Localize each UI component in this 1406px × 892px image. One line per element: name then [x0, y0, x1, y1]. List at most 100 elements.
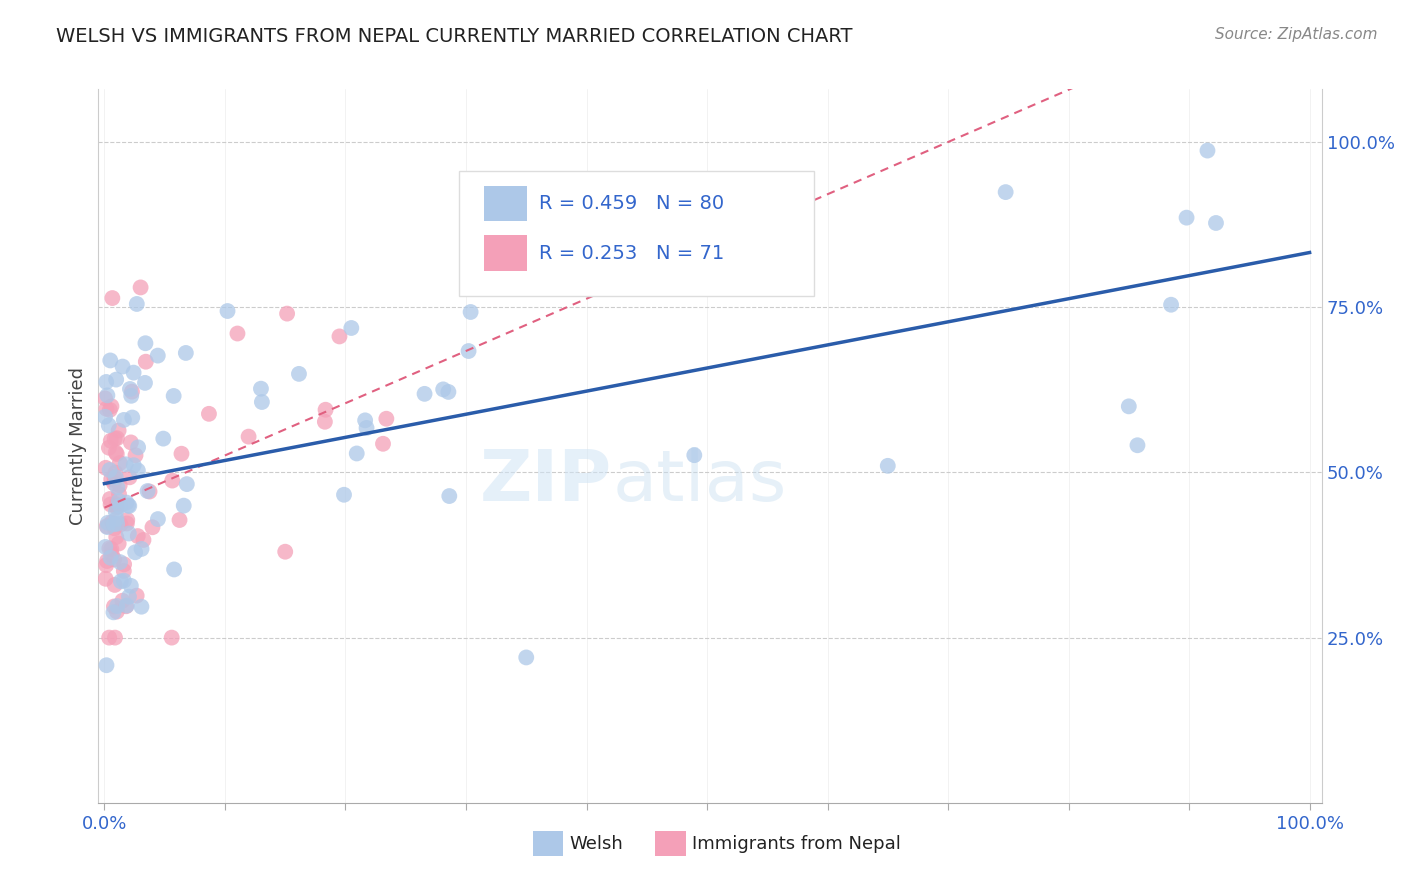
Point: [131, 541, 153, 556]
Point: [98, 541, 121, 556]
Point: [121, 410, 143, 425]
Point: [104, 466, 127, 480]
Point: [163, 562, 186, 576]
Point: [105, 500, 128, 515]
Point: [104, 470, 127, 484]
FancyBboxPatch shape: [533, 831, 564, 856]
Point: [96, 658, 118, 673]
Point: [146, 349, 169, 363]
Point: [146, 512, 169, 526]
Point: [176, 477, 198, 491]
Point: [152, 432, 174, 446]
Point: [96, 388, 118, 402]
Point: [104, 631, 127, 645]
Y-axis label: Currently Married: Currently Married: [69, 367, 87, 525]
Text: ZIP: ZIP: [479, 447, 612, 516]
Point: [250, 395, 273, 409]
Point: [135, 354, 157, 368]
Point: [217, 304, 239, 318]
Point: [773, 219, 796, 234]
Point: [170, 447, 193, 461]
Point: [104, 505, 127, 519]
Point: [315, 402, 337, 417]
Point: [98, 402, 121, 417]
Text: Immigrants from Nepal: Immigrants from Nepal: [692, 835, 901, 853]
Point: [127, 441, 149, 455]
FancyBboxPatch shape: [484, 235, 526, 271]
Point: [105, 431, 128, 445]
Point: [1205, 216, 1227, 230]
Point: [129, 280, 152, 294]
Point: [98, 463, 121, 477]
Point: [105, 512, 128, 526]
Point: [1126, 438, 1149, 452]
Point: [138, 484, 160, 499]
Point: [276, 307, 298, 321]
Point: [103, 605, 125, 619]
Point: [122, 366, 145, 380]
Point: [121, 384, 143, 399]
Point: [132, 533, 155, 547]
Point: [122, 458, 145, 473]
Point: [131, 599, 153, 614]
Point: [97, 418, 120, 433]
Point: [108, 487, 131, 501]
Point: [115, 599, 138, 613]
Point: [104, 578, 127, 592]
Text: Source: ZipAtlas.com: Source: ZipAtlas.com: [1215, 27, 1378, 42]
Point: [994, 185, 1017, 199]
Point: [96, 520, 118, 534]
Point: [108, 494, 131, 508]
Point: [110, 574, 132, 589]
Point: [460, 305, 482, 319]
Point: [250, 382, 273, 396]
Text: R = 0.459   N = 80: R = 0.459 N = 80: [538, 194, 724, 213]
Point: [94, 540, 117, 554]
FancyBboxPatch shape: [460, 171, 814, 296]
Point: [100, 434, 122, 448]
Point: [114, 458, 136, 472]
Point: [413, 387, 436, 401]
Point: [103, 517, 125, 532]
Point: [124, 545, 146, 559]
Point: [136, 483, 159, 498]
Point: [371, 437, 394, 451]
Point: [162, 474, 184, 488]
Point: [118, 526, 141, 541]
Point: [274, 545, 297, 559]
Point: [288, 367, 311, 381]
Point: [120, 579, 142, 593]
FancyBboxPatch shape: [655, 831, 686, 856]
Point: [96, 554, 118, 568]
Point: [108, 555, 131, 569]
Point: [101, 516, 124, 530]
Point: [115, 516, 138, 531]
Point: [98, 491, 121, 506]
Point: [169, 513, 191, 527]
Point: [108, 499, 131, 513]
Point: [105, 373, 128, 387]
Point: [120, 435, 142, 450]
Point: [125, 589, 148, 603]
Text: R = 0.253   N = 71: R = 0.253 N = 71: [538, 244, 724, 263]
Point: [439, 489, 461, 503]
Point: [226, 326, 249, 341]
Point: [125, 297, 148, 311]
Point: [100, 399, 122, 413]
Point: [111, 359, 134, 374]
Point: [118, 470, 141, 484]
Point: [115, 495, 138, 509]
Point: [101, 548, 124, 562]
Point: [111, 593, 134, 607]
Point: [112, 413, 135, 427]
Point: [100, 541, 122, 556]
Point: [127, 529, 149, 543]
Point: [134, 336, 156, 351]
Point: [174, 346, 197, 360]
Point: [115, 599, 138, 614]
Point: [103, 476, 125, 491]
Point: [100, 550, 122, 565]
Point: [1197, 144, 1219, 158]
Point: [112, 558, 135, 572]
Point: [117, 513, 139, 527]
